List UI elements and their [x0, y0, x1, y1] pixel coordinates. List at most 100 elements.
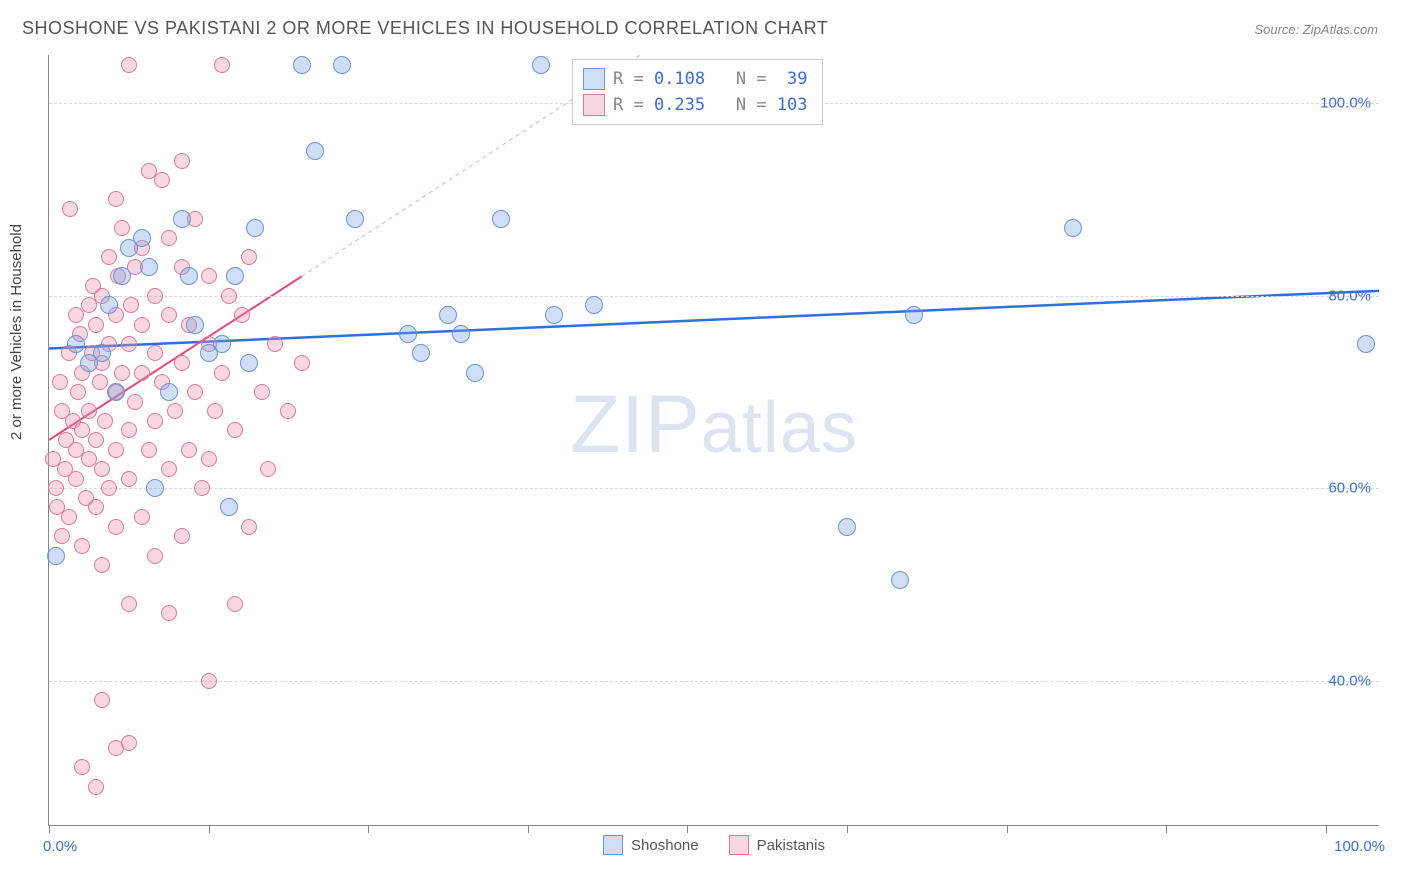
scatter-point	[121, 471, 137, 487]
scatter-point	[88, 499, 104, 515]
scatter-point	[399, 325, 417, 343]
scatter-point	[294, 355, 310, 371]
scatter-point	[74, 538, 90, 554]
scatter-point	[121, 336, 137, 352]
scatter-point	[101, 480, 117, 496]
xtick-label-left: 0.0%	[43, 838, 77, 855]
scatter-point	[181, 442, 197, 458]
scatter-point	[74, 759, 90, 775]
xtick	[1166, 825, 1167, 833]
scatter-point	[147, 288, 163, 304]
scatter-point	[94, 692, 110, 708]
scatter-point	[227, 596, 243, 612]
scatter-point	[466, 364, 484, 382]
scatter-point	[174, 528, 190, 544]
scatter-point	[260, 461, 276, 477]
scatter-point	[68, 471, 84, 487]
scatter-point	[147, 345, 163, 361]
scatter-point	[161, 605, 177, 621]
legend-swatch	[729, 835, 749, 855]
scatter-point	[214, 365, 230, 381]
scatter-point	[88, 432, 104, 448]
scatter-point	[160, 383, 178, 401]
scatter-point	[121, 596, 137, 612]
scatter-point	[94, 557, 110, 573]
y-axis-label: 2 or more Vehicles in Household	[8, 224, 25, 440]
scatter-point	[439, 306, 457, 324]
legend-swatch	[583, 94, 605, 116]
stats-legend: R = 0.108 N = 39R = 0.235 N = 103	[572, 59, 823, 125]
scatter-point	[154, 172, 170, 188]
scatter-point	[101, 249, 117, 265]
xtick	[847, 825, 848, 833]
scatter-point	[213, 335, 231, 353]
scatter-point	[127, 394, 143, 410]
ytick-label: 80.0%	[1328, 287, 1371, 304]
scatter-point	[121, 422, 137, 438]
series-legend-item: Shoshone	[603, 835, 699, 855]
scatter-point	[1064, 219, 1082, 237]
scatter-point	[220, 498, 238, 516]
chart-container: SHOSHONE VS PAKISTANI 2 OR MORE VEHICLES…	[0, 0, 1406, 892]
scatter-point	[412, 344, 430, 362]
scatter-point	[114, 365, 130, 381]
scatter-point	[201, 673, 217, 689]
scatter-point	[141, 442, 157, 458]
scatter-point	[838, 518, 856, 536]
scatter-point	[585, 296, 603, 314]
ytick-label: 60.0%	[1328, 480, 1371, 497]
watermark: ZIPatlas	[570, 378, 858, 472]
scatter-point	[161, 307, 177, 323]
scatter-point	[70, 384, 86, 400]
series-legend-label: Shoshone	[631, 837, 699, 854]
xtick	[1326, 825, 1327, 833]
series-legend-item: Pakistanis	[729, 835, 825, 855]
scatter-point	[108, 191, 124, 207]
scatter-point	[186, 316, 204, 334]
scatter-point	[146, 479, 164, 497]
scatter-point	[240, 354, 258, 372]
xtick	[49, 825, 50, 833]
watermark-zip: ZIP	[570, 379, 701, 470]
scatter-point	[134, 509, 150, 525]
scatter-point	[67, 335, 85, 353]
scatter-point	[61, 509, 77, 525]
scatter-point	[267, 336, 283, 352]
scatter-point	[52, 374, 68, 390]
scatter-point	[161, 461, 177, 477]
scatter-point	[891, 571, 909, 589]
scatter-point	[492, 210, 510, 228]
scatter-point	[123, 297, 139, 313]
scatter-point	[226, 267, 244, 285]
scatter-point	[905, 306, 923, 324]
scatter-point	[147, 413, 163, 429]
xtick	[209, 825, 210, 833]
xtick	[528, 825, 529, 833]
series-legend-label: Pakistanis	[757, 837, 825, 854]
scatter-point	[92, 374, 108, 390]
scatter-point	[545, 306, 563, 324]
scatter-point	[88, 317, 104, 333]
scatter-point	[194, 480, 210, 496]
legend-swatch	[583, 68, 605, 90]
scatter-point	[234, 307, 250, 323]
scatter-point	[48, 480, 64, 496]
xtick-label-right: 100.0%	[1334, 838, 1385, 855]
scatter-point	[1357, 335, 1375, 353]
stats-legend-row: R = 0.235 N = 103	[583, 92, 808, 118]
trend-lines	[49, 55, 1379, 825]
scatter-point	[187, 384, 203, 400]
scatter-point	[173, 210, 191, 228]
xtick	[368, 825, 369, 833]
xtick	[687, 825, 688, 833]
stats-legend-row: R = 0.108 N = 39	[583, 66, 808, 92]
ytick-label: 40.0%	[1328, 672, 1371, 689]
scatter-point	[100, 296, 118, 314]
scatter-point	[241, 249, 257, 265]
scatter-point	[532, 56, 550, 74]
scatter-point	[108, 442, 124, 458]
scatter-point	[221, 288, 237, 304]
scatter-point	[94, 461, 110, 477]
scatter-point	[214, 57, 230, 73]
gridline-h	[49, 296, 1379, 297]
